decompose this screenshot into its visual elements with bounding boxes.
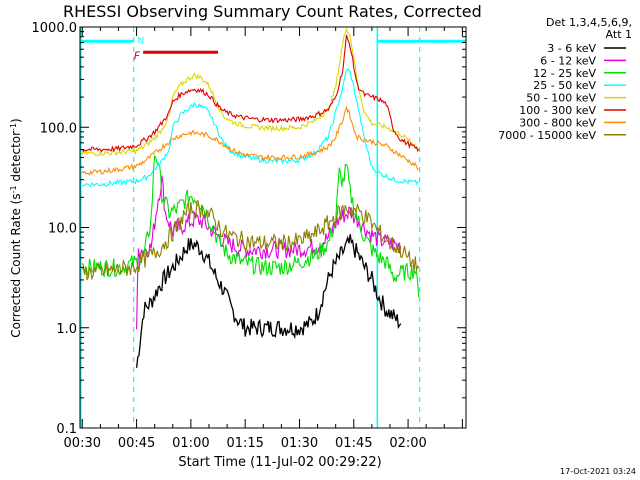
- x-tick-label-4: 01:30: [281, 436, 318, 451]
- plot-frame: [79, 26, 467, 429]
- y-axis-label-sup1: -1: [9, 185, 18, 193]
- y-axis-label-mid: detector: [9, 131, 23, 186]
- axes: 0.1 1.0 10.0 100.0 1000.0 00:30 00:45 01:00 01:1…: [32, 21, 467, 451]
- legend-label-3: 25 - 50 keV: [533, 79, 596, 92]
- x-tick-label-2: 01:00: [172, 436, 209, 451]
- y-axis-label-suffix: ): [9, 118, 23, 123]
- legend-label-2: 12 - 25 keV: [533, 67, 596, 80]
- series-line-3: [81, 68, 420, 188]
- series-line-5: [81, 34, 420, 153]
- chart-title: RHESSI Observing Summary Count Rates, Co…: [63, 2, 482, 21]
- x-tick-label-6: 02:00: [389, 436, 426, 451]
- x-tick-label-1: 00:45: [118, 436, 155, 451]
- y-tick-label-0: 0.1: [56, 422, 77, 437]
- legend-label-4: 50 - 100 keV: [526, 92, 596, 105]
- legend-header-line1: Det 1,3,4,5,6,9,: [546, 16, 632, 29]
- legend-header-line2: Att 1: [606, 28, 632, 41]
- series-line-0: [135, 234, 402, 368]
- series-line-1: [136, 175, 402, 330]
- y-axis-label: Corrected Count Rate (s-1 detector-1): [9, 118, 24, 337]
- legend-label-1: 6 - 12 keV: [540, 54, 596, 67]
- y-tick-label-3: 100.0: [40, 121, 77, 136]
- y-axis-label-sup2: -1: [9, 123, 18, 131]
- series-line-6: [81, 105, 419, 176]
- x-tick-label-3: 01:15: [226, 436, 263, 451]
- plot-area: [80, 27, 421, 428]
- series-line-4: [81, 27, 420, 157]
- x-tick-label-0: 00:30: [64, 436, 101, 451]
- legend-label-5: 100 - 300 keV: [519, 104, 596, 117]
- legend-label-0: 3 - 6 keV: [547, 42, 596, 55]
- marker-F: F: [134, 49, 141, 62]
- marker-N: N: [138, 37, 145, 47]
- series-line-7: [81, 200, 420, 281]
- x-tick-label-5: 01:45: [335, 436, 372, 451]
- y-tick-label-4: 1000.0: [32, 21, 78, 36]
- footer-timestamp: 17-Oct-2021 03:24: [560, 467, 636, 476]
- y-tick-label-1: 1.0: [56, 322, 77, 337]
- y-tick-label-2: 10.0: [48, 222, 77, 237]
- legend-label-6: 300 - 800 keV: [519, 116, 596, 129]
- x-axis-label: Start Time (11-Jul-02 00:29:22): [178, 455, 381, 470]
- y-axis-label-prefix: Corrected Count Rate (s: [9, 193, 23, 337]
- legend-label-7: 7000 - 15000 keV: [498, 129, 596, 142]
- flag-markers: NF: [80, 37, 466, 62]
